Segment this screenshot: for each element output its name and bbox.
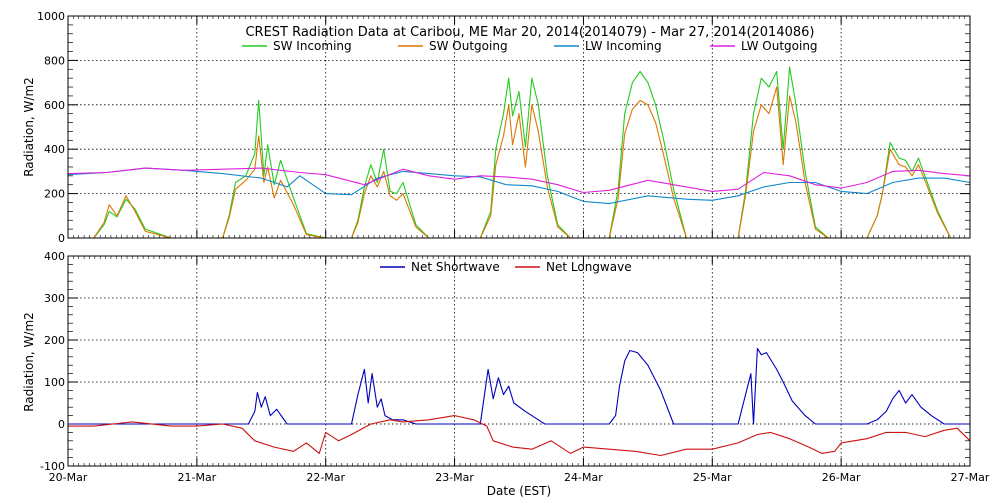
series-line-sw-outgoing [68, 86, 970, 238]
legend-label-lw-outgoing: LW Outgoing [741, 39, 818, 53]
y-tick-label: 200 [44, 334, 65, 347]
x-tick-label: 27-Mar [951, 471, 990, 484]
bottom-y-axis-label: Radiation, W/m2 [22, 312, 36, 412]
series-line-sw-incoming [68, 66, 970, 238]
chart-title: CREST Radiation Data at Caribou, ME Mar … [245, 25, 814, 40]
series-line-net-shortwave [68, 347, 970, 425]
x-tick-label: 26-Mar [822, 471, 861, 484]
x-tick-label: 22-Mar [306, 471, 345, 484]
series-group [68, 66, 970, 238]
y-tick-label: 0 [58, 232, 65, 245]
x-tick-label: 20-Mar [49, 471, 88, 484]
x-axis-label: Date (EST) [487, 484, 551, 498]
y-tick-label: 200 [44, 188, 65, 201]
x-tick-label: 21-Mar [177, 471, 216, 484]
legend-label-sw-incoming: SW Incoming [273, 39, 352, 53]
series-group [68, 347, 970, 457]
series-line-net-longwave [68, 415, 970, 457]
x-tick-label: 24-Mar [564, 471, 603, 484]
y-tick-label: -100 [40, 460, 65, 473]
legend-label-lw-incoming: LW Incoming [585, 39, 662, 53]
y-tick-label: 400 [44, 143, 65, 156]
y-tick-label: 0 [58, 418, 65, 431]
y-tick-label: 1000 [37, 10, 65, 23]
legend-label-net-shortwave: Net Shortwave [411, 260, 500, 274]
y-tick-label: 600 [44, 99, 65, 112]
y-tick-label: 400 [44, 250, 65, 263]
x-tick-label: 25-Mar [693, 471, 732, 484]
series-line-lw-outgoing [68, 167, 970, 194]
y-tick-label: 800 [44, 54, 65, 67]
y-tick-label: 300 [44, 292, 65, 305]
plot-frame [67, 255, 971, 467]
y-tick-label: 100 [44, 376, 65, 389]
top-panel: 0 200 400 600 800 1000 SW Incoming SW Outgoing L… [37, 10, 971, 245]
legend-label-net-longwave: Net Longwave [546, 260, 632, 274]
bottom-panel: -100 0 100 200 300 400 Net Shortwave Net Longwa… [40, 250, 971, 473]
plot-frame [67, 15, 971, 239]
legend-label-sw-outgoing: SW Outgoing [429, 39, 508, 53]
top-y-axis-label: Radiation, W/m2 [22, 77, 36, 177]
x-tick-label: 23-Mar [435, 471, 474, 484]
series-line-lw-incoming [68, 167, 970, 205]
